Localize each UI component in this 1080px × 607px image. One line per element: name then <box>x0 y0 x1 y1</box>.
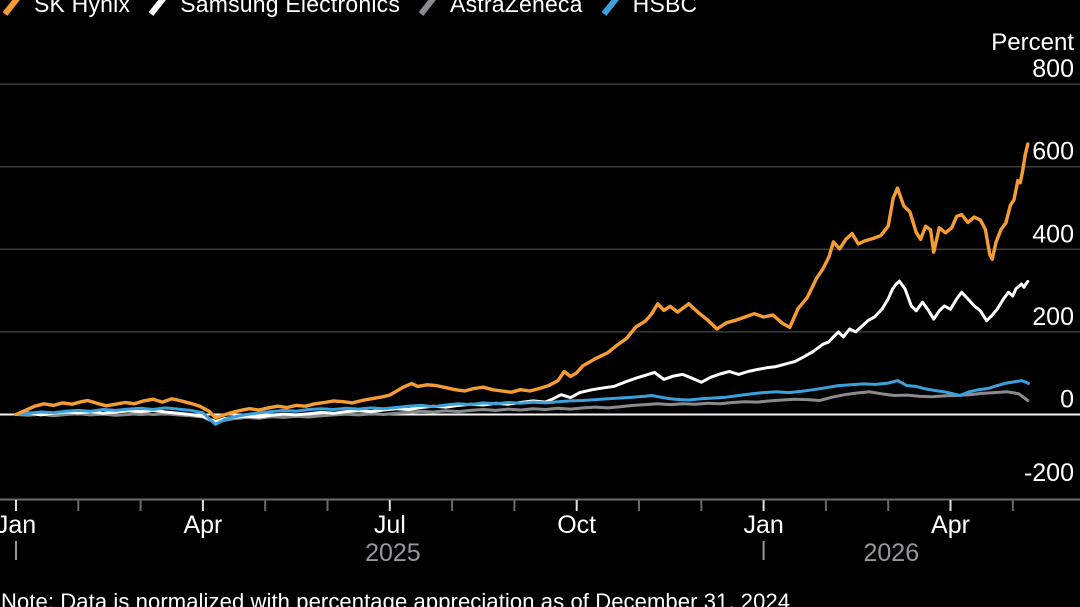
y-axis-unit-label: Percent <box>991 29 1074 56</box>
footnote: Note: Data is normalized with percentage… <box>1 589 791 607</box>
legend: SK Hynix Samsung Electronics AstraZeneca… <box>1 0 697 18</box>
y-axis-label: 400 <box>1032 220 1074 248</box>
y-axis-label: 0 <box>1060 386 1074 414</box>
y-axis-label: -200 <box>1024 459 1074 487</box>
legend-label: AstraZeneca <box>450 0 583 17</box>
y-axis-label: 200 <box>1032 303 1074 331</box>
x-axis-month-label: Oct <box>557 511 596 539</box>
sk-hynix-slash-icon <box>2 0 20 16</box>
series-line-hsbc <box>14 379 1030 426</box>
samsung-slash-icon <box>148 0 166 16</box>
legend-label: Samsung Electronics <box>180 0 401 17</box>
year-label: 2026 <box>864 539 920 567</box>
legend-item-samsung-electronics: Samsung Electronics <box>147 0 400 18</box>
astrazeneca-slash-icon <box>418 0 436 16</box>
year-label: 2025 <box>365 539 421 567</box>
legend-item-astrazeneca: AstraZeneca <box>417 0 583 18</box>
legend-label: SK Hynix <box>34 0 131 17</box>
x-axis-month-label: Apr <box>183 511 222 539</box>
x-axis-month-label: Jul <box>374 511 406 539</box>
series-line-sk-hynix <box>14 142 1030 420</box>
legend-item-hsbc: HSBC <box>600 0 698 18</box>
x-axis-month-label: Apr <box>931 511 970 539</box>
legend-item-sk-hynix: SK Hynix <box>1 0 130 18</box>
hsbc-slash-icon <box>601 0 619 16</box>
x-axis-month-label: Jan <box>743 511 783 539</box>
y-axis-label: 600 <box>1032 138 1074 166</box>
y-axis-label: 800 <box>1032 55 1074 83</box>
legend-label: HSBC <box>632 0 698 17</box>
x-axis-month-label: Jan <box>0 511 36 539</box>
